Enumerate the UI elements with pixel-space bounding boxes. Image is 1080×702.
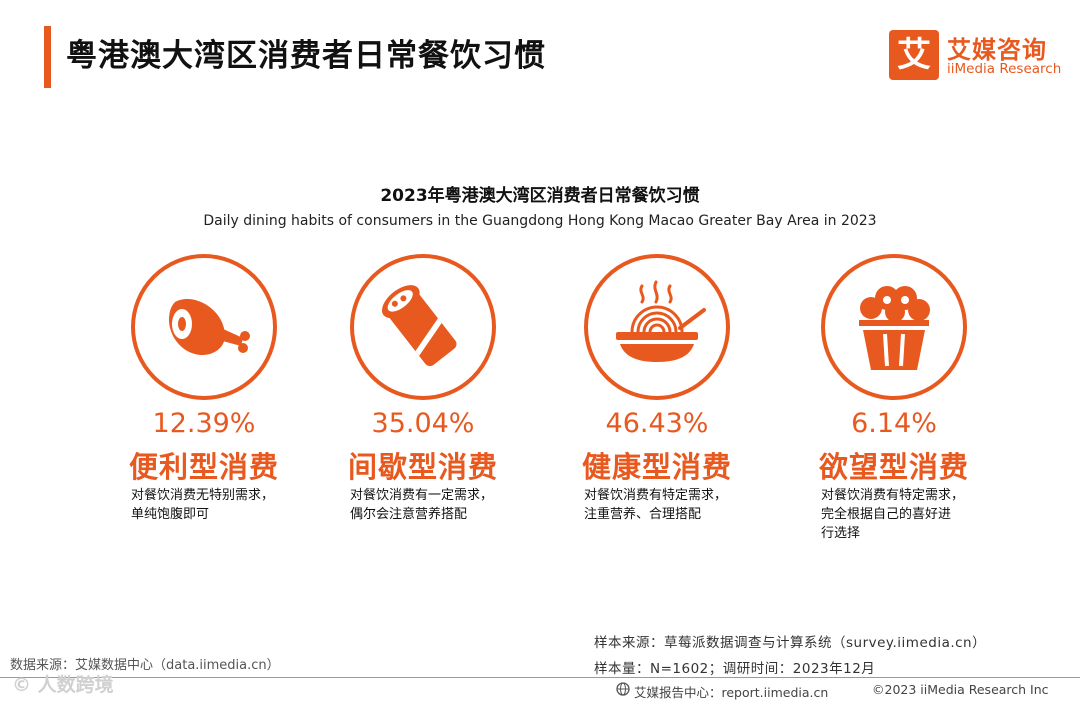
habit-type-label: 健康型消费 [582, 450, 733, 484]
logo-cn: 艾媒咨询 [947, 36, 1047, 64]
footer-divider [0, 677, 1080, 678]
noodle-bowl-icon [584, 254, 730, 400]
percent-value: 12.39% [152, 408, 256, 439]
chart-subtitle: Daily dining habits of consumers in the … [203, 213, 877, 229]
habit-type-label: 间歇型消费 [348, 450, 499, 484]
habit-type-label: 欲望型消费 [819, 450, 970, 484]
copyright: ©2023 iiMedia Research Inc [872, 682, 1049, 697]
watermark: © 人数跨境 [12, 674, 114, 696]
title-accent-bar [44, 26, 51, 88]
popcorn-bucket-icon [821, 254, 967, 400]
percent-value: 35.04% [371, 408, 475, 439]
chart-title: 2023年粤港澳大湾区消费者日常餐饮习惯 [380, 186, 700, 206]
sample-size: 样本量：N=1602；调研时间：2023年12月 [594, 661, 876, 677]
percent-value: 46.43% [605, 408, 709, 439]
report-center: 艾媒报告中心：report.iimedia.cn [616, 682, 828, 701]
burrito-icon [350, 254, 496, 400]
habit-type-label: 便利型消费 [129, 450, 280, 484]
percent-value: 6.14% [851, 408, 937, 439]
habit-description: 对餐饮消费有特定需求， 注重营养、合理搭配 [584, 488, 728, 522]
data-source: 数据来源：艾媒数据中心（data.iimedia.cn） [10, 658, 280, 673]
globe-icon [616, 682, 630, 697]
page-title: 粤港澳大湾区消费者日常餐饮习惯 [66, 38, 546, 74]
ham-leg-icon [131, 254, 277, 400]
logo-mark: 艾 [889, 30, 939, 80]
habit-description: 对餐饮消费无特别需求， 单纯饱腹即可 [131, 488, 275, 522]
logo-en: iiMedia Research [947, 61, 1062, 77]
iimedia-logo: 艾 艾媒咨询 iiMedia Research [889, 30, 1064, 82]
habit-description: 对餐饮消费有一定需求， 偶尔会注意营养搭配 [350, 488, 494, 522]
habit-description: 对餐饮消费有特定需求， 完全根据自己的喜好进 行选择 [821, 488, 965, 541]
sample-source: 样本来源：草莓派数据调查与计算系统（survey.iimedia.cn） [594, 635, 987, 651]
